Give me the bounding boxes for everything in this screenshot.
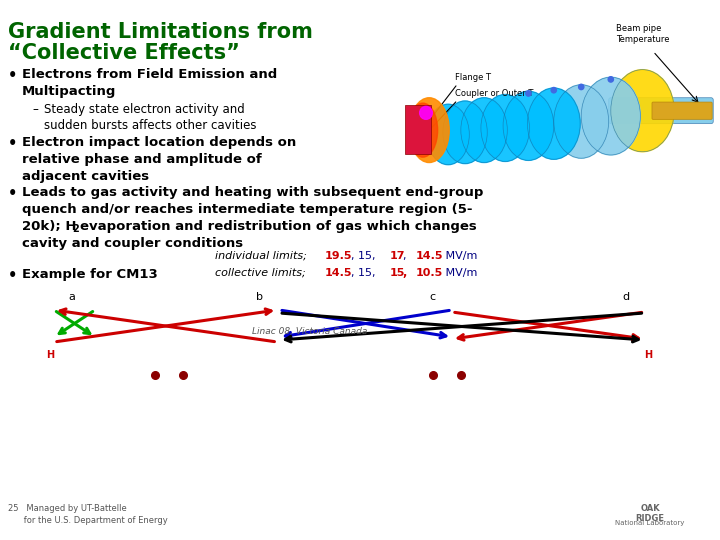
Text: “Collective Effects”: “Collective Effects”	[8, 43, 240, 63]
Ellipse shape	[420, 106, 432, 119]
Text: collective limits;: collective limits;	[215, 268, 310, 278]
Ellipse shape	[527, 88, 580, 159]
Text: c: c	[429, 292, 435, 302]
Text: Electrons from Field Emission and: Electrons from Field Emission and	[22, 68, 277, 81]
Text: Temperature: Temperature	[616, 35, 670, 44]
Circle shape	[551, 87, 557, 93]
Text: •: •	[8, 68, 17, 83]
Ellipse shape	[461, 98, 508, 163]
Text: National Laboratory: National Laboratory	[616, 520, 685, 526]
Text: a: a	[68, 292, 76, 302]
Circle shape	[579, 84, 584, 90]
Circle shape	[608, 77, 613, 82]
Text: b: b	[256, 292, 263, 302]
Text: MV/m: MV/m	[442, 268, 477, 278]
Text: OAK
RIDGE: OAK RIDGE	[636, 504, 665, 523]
Text: for the U.S. Department of Energy: for the U.S. Department of Energy	[8, 516, 168, 525]
Text: 14.5: 14.5	[325, 268, 353, 278]
Circle shape	[526, 91, 531, 96]
Text: cavity and coupler conditions: cavity and coupler conditions	[22, 237, 243, 250]
Ellipse shape	[408, 103, 438, 157]
Text: Flange T: Flange T	[454, 73, 490, 82]
Text: , 15,: , 15,	[351, 268, 379, 278]
Text: 2: 2	[72, 224, 78, 234]
Ellipse shape	[503, 91, 554, 160]
Text: 10.5: 10.5	[416, 268, 444, 278]
Text: Electron impact location depends on: Electron impact location depends on	[22, 136, 296, 149]
Bar	[405, 105, 431, 154]
Ellipse shape	[481, 94, 529, 161]
FancyBboxPatch shape	[608, 98, 714, 124]
Text: ,: ,	[403, 251, 410, 261]
Text: ,: ,	[403, 268, 411, 278]
Text: 17: 17	[390, 251, 405, 261]
Text: Gradient Limitations from: Gradient Limitations from	[8, 22, 313, 42]
Text: relative phase and amplitude of: relative phase and amplitude of	[22, 153, 262, 166]
Text: Example for CM13: Example for CM13	[22, 268, 158, 281]
Ellipse shape	[611, 70, 674, 152]
Text: H: H	[46, 350, 54, 360]
Ellipse shape	[427, 104, 469, 165]
Text: Coupler or Outer T: Coupler or Outer T	[454, 89, 533, 98]
Ellipse shape	[581, 77, 640, 155]
Text: quench and/or reaches intermediate temperature region (5-: quench and/or reaches intermediate tempe…	[22, 203, 472, 216]
Text: MV/m: MV/m	[442, 251, 477, 261]
Text: H: H	[644, 350, 652, 360]
FancyBboxPatch shape	[652, 102, 712, 119]
Text: , 15,: , 15,	[351, 251, 379, 261]
Text: •: •	[8, 186, 17, 201]
Ellipse shape	[409, 98, 449, 163]
Text: –: –	[32, 103, 38, 116]
Text: 25   Managed by UT-Battelle: 25 Managed by UT-Battelle	[8, 504, 127, 513]
Ellipse shape	[443, 101, 487, 164]
Text: d: d	[623, 292, 630, 302]
Text: 19.5: 19.5	[325, 251, 353, 261]
Text: Steady state electron activity and: Steady state electron activity and	[44, 103, 245, 116]
Text: •: •	[8, 136, 17, 151]
Text: Multipacting: Multipacting	[22, 85, 117, 98]
Text: 20k); H: 20k); H	[22, 220, 76, 233]
Text: 14.5: 14.5	[416, 251, 444, 261]
Ellipse shape	[554, 85, 608, 158]
Text: •: •	[8, 268, 17, 283]
Text: Beam pipe: Beam pipe	[616, 24, 662, 33]
Text: adjacent cavities: adjacent cavities	[22, 170, 149, 183]
Text: sudden bursts affects other cavities: sudden bursts affects other cavities	[44, 119, 256, 132]
Text: Linac 08, Victoria Canada: Linac 08, Victoria Canada	[252, 327, 368, 336]
Text: evaporation and redistribution of gas which changes: evaporation and redistribution of gas wh…	[80, 220, 477, 233]
Text: individual limits;: individual limits;	[215, 251, 310, 261]
Text: 15: 15	[390, 268, 405, 278]
Text: Leads to gas activity and heating with subsequent end-group: Leads to gas activity and heating with s…	[22, 186, 483, 199]
